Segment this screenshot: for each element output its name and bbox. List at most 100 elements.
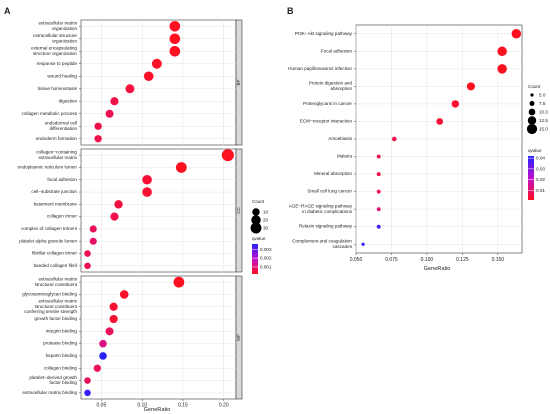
y-tick-label-line: structure organization bbox=[33, 51, 78, 56]
y-tick-label: wound healing bbox=[47, 73, 77, 78]
y-tick-label: Complement and coagulation cascades bbox=[292, 239, 352, 249]
dot bbox=[221, 149, 234, 162]
dot bbox=[114, 200, 123, 209]
dot bbox=[175, 162, 187, 173]
y-tick-label-line: extracellular matrix bbox=[38, 155, 77, 160]
y-tick-label: external encapsulating structure organiza… bbox=[31, 46, 77, 56]
y-tick-label: tissue homeostasis bbox=[38, 86, 78, 91]
y-tick-label-line: protease binding bbox=[43, 341, 77, 346]
dot bbox=[109, 302, 118, 311]
y-tick-label-line: differentiation bbox=[50, 126, 78, 131]
legend-count-dot bbox=[251, 215, 261, 225]
y-tick-label-line: response to peptide bbox=[37, 61, 78, 66]
facet-panel-CC bbox=[80, 148, 237, 273]
dot bbox=[84, 250, 91, 257]
legend-count-label: 10 bbox=[263, 210, 269, 215]
y-tick-label-line: extracellular matrix bbox=[38, 277, 77, 282]
y-tick-label-line: extracellular matrix bbox=[38, 21, 77, 26]
legend-count-dot bbox=[529, 101, 535, 106]
y-tick-label-line: ECM−receptor interaction bbox=[300, 119, 353, 124]
y-tick-label: endoplasmic reticulum lumen bbox=[18, 165, 78, 170]
x-axis-title-a: GeneRatio bbox=[144, 407, 171, 413]
y-tick-label: focal adhesion bbox=[47, 177, 77, 182]
y-tick-label: extracellular matrix binding bbox=[22, 390, 77, 395]
y-tick-label-line: cascades bbox=[333, 244, 353, 249]
x-tick-label: 0.20 bbox=[219, 403, 229, 409]
facet-strip-label: BP bbox=[236, 79, 241, 85]
y-tick-label: endoderm formation bbox=[36, 136, 78, 141]
legend-color-label: 0.002 bbox=[260, 256, 272, 261]
legend-color-title: qvalue bbox=[252, 236, 266, 241]
dot bbox=[361, 242, 365, 246]
y-tick-label: basement membrane bbox=[34, 202, 78, 207]
dot bbox=[497, 46, 507, 57]
y-tick-label-line: factor binding bbox=[49, 380, 77, 385]
y-tick-label-line: Small cell lung cancer bbox=[307, 189, 352, 194]
y-tick-label-line: collagen−containing bbox=[36, 150, 77, 155]
y-tick-label: response to peptide bbox=[37, 61, 78, 66]
dot bbox=[142, 174, 152, 185]
legend-colorbar bbox=[528, 156, 534, 200]
dot bbox=[99, 339, 107, 348]
legend-color-label: 0.03 bbox=[536, 166, 545, 171]
legend-color-label: 0.04 bbox=[536, 156, 545, 161]
y-tick-label-line: AGE−RAGE signaling pathway bbox=[289, 204, 353, 209]
x-tick-label: 0.10 bbox=[137, 403, 147, 409]
y-tick-label-line: cell−substrate junction bbox=[31, 189, 77, 194]
dot bbox=[119, 290, 129, 299]
dot bbox=[169, 20, 181, 32]
dot bbox=[105, 327, 114, 336]
x-tick-label: 0.05 bbox=[97, 403, 107, 409]
y-tick-label: fibrillar collagen trimer bbox=[32, 251, 77, 256]
y-tick-label-line: Focal adhesion bbox=[321, 49, 353, 54]
y-tick-label-line: focal adhesion bbox=[47, 177, 77, 182]
y-tick-label-line: Amoebiasis bbox=[328, 136, 352, 141]
legend-count-label: 20 bbox=[263, 218, 269, 223]
y-tick-label-line: Protein digestion and bbox=[309, 81, 353, 86]
legend-color-label: 0.02 bbox=[536, 177, 545, 182]
dot bbox=[511, 29, 522, 39]
y-tick-label: growth factor binding bbox=[34, 316, 77, 321]
dot bbox=[143, 71, 154, 82]
x-tick-label: 0.125 bbox=[456, 257, 469, 263]
legend-count-label: 12.5 bbox=[539, 118, 548, 123]
y-tick-label-line: endoderm formation bbox=[36, 136, 78, 141]
y-tick-label-line: basement membrane bbox=[34, 202, 78, 207]
y-tick-label-line: extracellular structure bbox=[33, 33, 77, 38]
legend-count-label: 30 bbox=[263, 226, 269, 231]
y-tick-label-line: conferring tensile strength bbox=[24, 309, 77, 314]
dot bbox=[94, 135, 102, 143]
facet-strip-label: CC bbox=[236, 207, 241, 214]
y-tick-label-line: absorption bbox=[331, 86, 353, 91]
legend-count-dot bbox=[530, 93, 534, 97]
y-tick-label: Relaxin signaling pathway bbox=[299, 224, 353, 229]
y-tick-label-line: Proteoglycans in cancer bbox=[303, 101, 352, 106]
y-tick-label: Focal adhesion bbox=[321, 49, 353, 54]
y-tick-label: Proteoglycans in cancer bbox=[303, 101, 352, 106]
legend-count-label: 15.0 bbox=[539, 127, 548, 132]
y-tick-label: Human papillomavirus infection bbox=[288, 66, 352, 71]
y-tick-label: Amoebiasis bbox=[328, 136, 352, 141]
y-tick-label-line: Relaxin signaling pathway bbox=[299, 224, 353, 229]
y-tick-label: Mineral absorption bbox=[314, 171, 352, 176]
y-tick-label-line: extracellular matrix bbox=[38, 299, 77, 304]
dot bbox=[376, 207, 381, 212]
dot bbox=[84, 262, 91, 270]
y-tick-label: extracellular structure organization bbox=[33, 33, 77, 43]
chart-b: 0.050 0.075 0.100 0.125 0.150 PI3K−Akt signal… bbox=[288, 24, 548, 263]
y-tick-label: Malaria bbox=[337, 154, 353, 159]
dot bbox=[89, 225, 97, 233]
y-tick-label: collagen metabolic process bbox=[22, 111, 78, 116]
y-tick-label-line: structural constituent bbox=[35, 304, 78, 309]
y-tick-label: Protein digestion and absorption bbox=[309, 81, 353, 91]
y-tick-label: collagen−containing extracellular matrix bbox=[36, 150, 77, 160]
y-tick-label: heparin binding bbox=[46, 353, 78, 358]
dot bbox=[169, 45, 181, 57]
y-tick-label-line: extracellular matrix binding bbox=[22, 390, 77, 395]
x-tick-label: 0.100 bbox=[421, 257, 434, 263]
dot bbox=[173, 276, 185, 288]
y-tick-label: protease binding bbox=[43, 341, 77, 346]
facet-panel-MF bbox=[80, 275, 237, 400]
dot bbox=[105, 109, 114, 118]
